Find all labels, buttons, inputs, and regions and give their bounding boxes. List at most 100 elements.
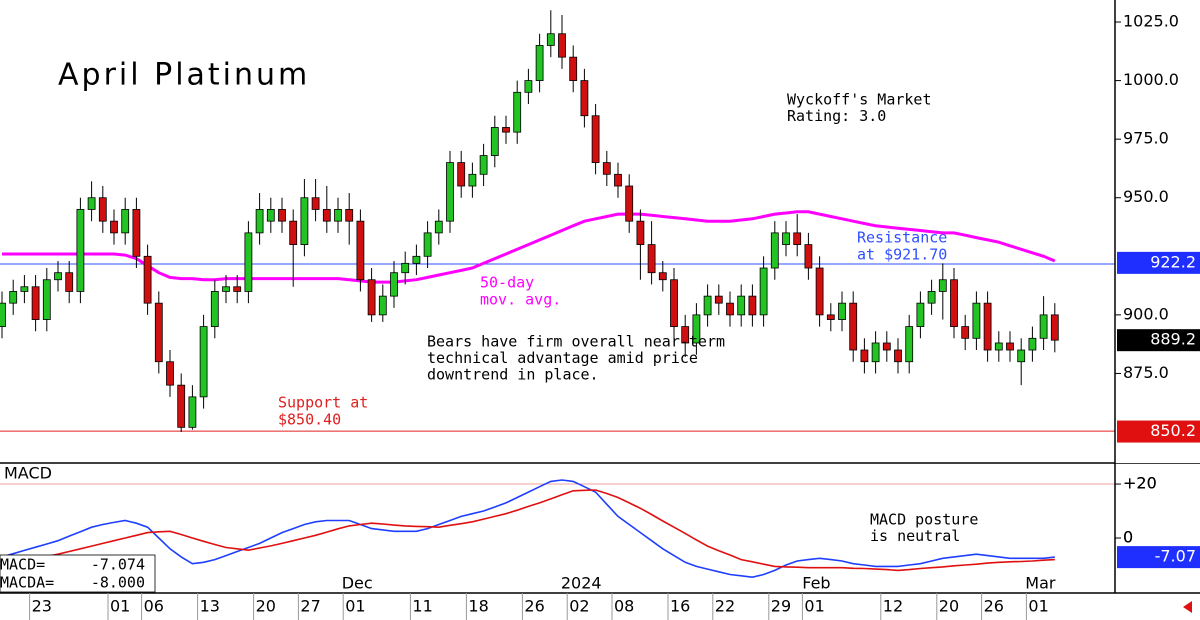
candle-body <box>457 162 466 187</box>
moving-average <box>2 210 1056 284</box>
candle-body <box>580 80 589 117</box>
price-tag <box>1117 420 1200 443</box>
candle-body <box>714 295 723 304</box>
candle-body <box>770 232 779 269</box>
annotation: downtrend in place. <box>427 366 599 384</box>
candle-body <box>210 291 219 327</box>
candle-body <box>367 279 376 316</box>
candle-body <box>748 295 757 316</box>
month-label: Dec <box>342 574 373 593</box>
candle-body <box>121 209 130 234</box>
candle-body <box>31 286 40 320</box>
x-tick-label: 13 <box>200 597 220 616</box>
price-tag-label: 889.2 <box>1150 330 1196 349</box>
candle-body <box>65 272 74 292</box>
candle-body <box>334 209 342 222</box>
y-tick-label: +20 <box>1123 474 1157 493</box>
annotation: Bears have firm overall near-term <box>427 333 725 351</box>
annotation: MACD posture <box>870 511 978 529</box>
x-tick-label: 01 <box>345 597 365 616</box>
x-tick-label: 02 <box>569 597 589 616</box>
candle-body <box>233 286 242 292</box>
candle-body <box>0 302 6 327</box>
candle-body <box>670 279 678 327</box>
candle-body <box>278 209 286 222</box>
candle-body <box>98 197 107 222</box>
candle-body <box>569 56 578 81</box>
candle-body <box>1017 349 1026 363</box>
candle-body <box>177 384 186 428</box>
level-label: Resistance <box>857 229 947 247</box>
y-tick-label: 1025.0 <box>1123 12 1179 31</box>
price-tag <box>1117 546 1200 569</box>
x-tick-label: 01 <box>804 597 824 616</box>
candle-body <box>244 232 253 292</box>
candle-body <box>502 127 510 133</box>
candle-body <box>1028 337 1037 351</box>
level-label: at $921.70 <box>857 246 947 264</box>
candle-body <box>602 162 611 175</box>
x-tick-label: 08 <box>614 597 634 616</box>
candle-body <box>300 197 309 245</box>
candle-body <box>535 45 544 81</box>
candle-body <box>681 326 690 344</box>
candle-body <box>42 279 51 320</box>
candle-body <box>703 295 712 316</box>
y-tick-label: 0 <box>1123 528 1133 547</box>
x-tick-label: 26 <box>524 597 544 616</box>
candle-body <box>390 272 398 297</box>
candle-body <box>961 326 970 339</box>
candle-body <box>132 209 141 257</box>
candle-body <box>199 326 208 398</box>
month-label: Mar <box>1025 574 1056 593</box>
candle-body <box>222 286 230 292</box>
annotation: Wyckoff's Market <box>787 91 932 109</box>
candle-body <box>838 302 846 320</box>
x-tick-label: 06 <box>144 597 164 616</box>
readout-value: -8.000 <box>91 574 145 592</box>
candle-body <box>826 314 835 320</box>
candle-body <box>479 155 488 175</box>
candle-body <box>614 173 622 187</box>
candle-body <box>20 286 29 292</box>
month-label: Feb <box>802 574 830 593</box>
x-tick-label: 22 <box>715 597 735 616</box>
candle-body <box>1039 314 1048 339</box>
candle-body <box>490 127 499 156</box>
x-tick-label: 29 <box>771 597 791 616</box>
candle-body <box>188 396 197 428</box>
candle-body <box>1050 314 1059 341</box>
y-tick-label: 950.0 <box>1123 187 1169 206</box>
candle-body <box>401 262 410 274</box>
candle-body <box>849 302 858 351</box>
candle-body <box>994 342 1003 351</box>
candle-body <box>860 349 869 363</box>
candle-body <box>916 302 925 327</box>
candle-body <box>378 295 387 316</box>
candle-body <box>927 291 936 304</box>
x-tick-label: 11 <box>412 597 432 616</box>
readout-value: -7.074 <box>91 556 145 574</box>
candle-body <box>468 173 477 187</box>
y-tick-label: +20 <box>1123 474 1157 493</box>
candle-body <box>311 197 320 210</box>
candle-body <box>591 115 600 163</box>
candle-body <box>356 220 365 281</box>
axis-area <box>1115 0 1200 463</box>
ma-label: 50-day <box>480 274 534 292</box>
candle-body <box>647 244 656 274</box>
price-tag-label: -7.07 <box>1155 547 1196 566</box>
candle-body <box>972 302 981 339</box>
readout-name: MACD= <box>0 556 45 574</box>
candle-body <box>255 209 264 234</box>
x-tick-label: 12 <box>883 597 903 616</box>
candle-body <box>1006 342 1014 351</box>
candle-body <box>692 314 701 344</box>
y-tick-label: 975.0 <box>1123 129 1169 148</box>
x-tick-label: 20 <box>939 597 959 616</box>
candle-body <box>737 295 746 316</box>
